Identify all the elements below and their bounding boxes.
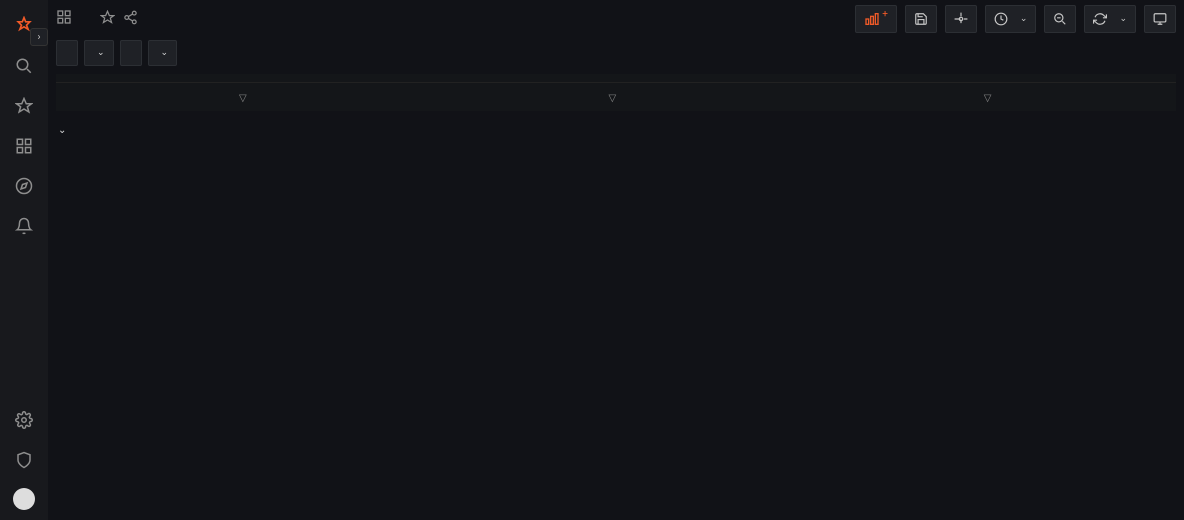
topbar: + ⌄ ⌄ bbox=[48, 0, 1184, 38]
table-col-host[interactable]: ▽ bbox=[56, 83, 426, 111]
star-button-icon[interactable] bbox=[100, 10, 115, 29]
add-panel-button[interactable]: + bbox=[855, 5, 897, 33]
refresh-button[interactable]: ⌄ bbox=[1084, 5, 1136, 33]
expand-sidebar-icon[interactable]: › bbox=[30, 28, 48, 46]
star-icon[interactable] bbox=[14, 96, 34, 116]
content: ▽ ▽ ▽ ⌄ bbox=[48, 74, 1184, 520]
alert-icon[interactable] bbox=[14, 216, 34, 236]
settings-icon[interactable] bbox=[14, 410, 34, 430]
sidebar bbox=[0, 0, 48, 520]
explore-icon[interactable] bbox=[14, 176, 34, 196]
zoom-out-button[interactable] bbox=[1044, 5, 1076, 33]
main: + ⌄ ⌄ ⌄ ⌄ ▽ ▽ ▽ ⌄ bbox=[48, 0, 1184, 520]
section-total-usage[interactable]: ⌄ bbox=[58, 125, 1174, 136]
filter-ns-label bbox=[120, 40, 142, 66]
filter-ns-select[interactable]: ⌄ bbox=[148, 40, 178, 66]
shield-icon[interactable] bbox=[14, 450, 34, 470]
table-col-mem[interactable]: ▽ bbox=[795, 83, 1176, 111]
settings-button[interactable] bbox=[945, 5, 977, 33]
avatar[interactable] bbox=[13, 488, 35, 510]
dashboards-icon[interactable] bbox=[14, 136, 34, 156]
share-icon[interactable] bbox=[123, 10, 138, 29]
table-title bbox=[56, 74, 1176, 83]
save-button[interactable] bbox=[905, 5, 937, 33]
resource-table: ▽ ▽ ▽ bbox=[56, 83, 1176, 111]
search-icon[interactable] bbox=[14, 56, 34, 76]
filter-row: ⌄ ⌄ bbox=[48, 38, 1184, 74]
timepicker-button[interactable]: ⌄ bbox=[985, 5, 1037, 33]
filter-node-select[interactable]: ⌄ bbox=[84, 40, 114, 66]
table-col-count[interactable]: ▽ bbox=[426, 83, 796, 111]
filter-node-label bbox=[56, 40, 78, 66]
tv-mode-button[interactable] bbox=[1144, 5, 1176, 33]
dashboard-grid-icon bbox=[56, 9, 72, 29]
